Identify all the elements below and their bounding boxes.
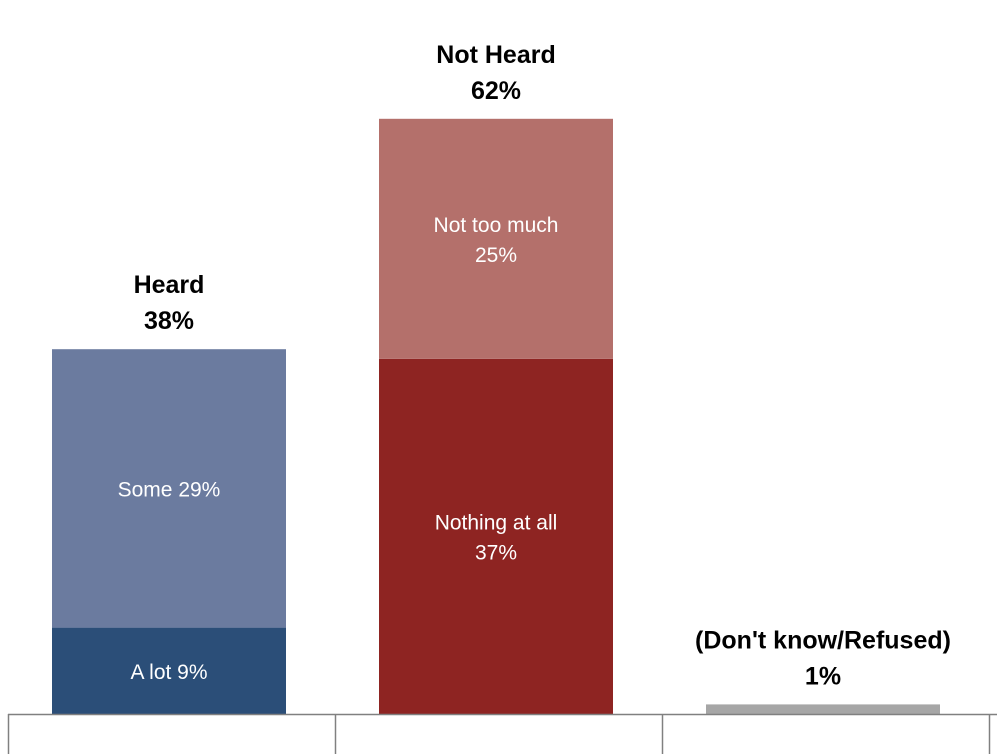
- segment-label-not-too-much-2: 25%: [475, 244, 517, 267]
- bar-segment-a-lot: [52, 627, 286, 714]
- category-label-don-t-know-refused: (Don't know/Refused): [695, 626, 951, 654]
- category-label-not-heard: Not Heard: [436, 41, 555, 69]
- total-label-heard: 38%: [144, 307, 194, 335]
- category-label-heard: Heard: [134, 271, 205, 299]
- total-label-don-t-know-refused: 1%: [805, 662, 841, 690]
- segment-label-some: Some 29%: [118, 478, 221, 501]
- segment-label-a-lot: A lot 9%: [130, 661, 207, 684]
- segment-label-nothing-at-all-1: Nothing at all: [435, 511, 558, 534]
- bar-segment-some: [52, 349, 286, 628]
- bar-segment-not-too-much: [379, 118, 613, 359]
- legend-swatch: [955, 120, 997, 238]
- segment-label-not-too-much-1: Not too much: [434, 214, 559, 237]
- bar-segment-don-t-know-refused: [706, 704, 940, 714]
- segment-label-nothing-at-all-2: 37%: [475, 541, 517, 564]
- total-label-not-heard: 62%: [471, 77, 521, 105]
- bar-segment-nothing-at-all: [379, 358, 613, 714]
